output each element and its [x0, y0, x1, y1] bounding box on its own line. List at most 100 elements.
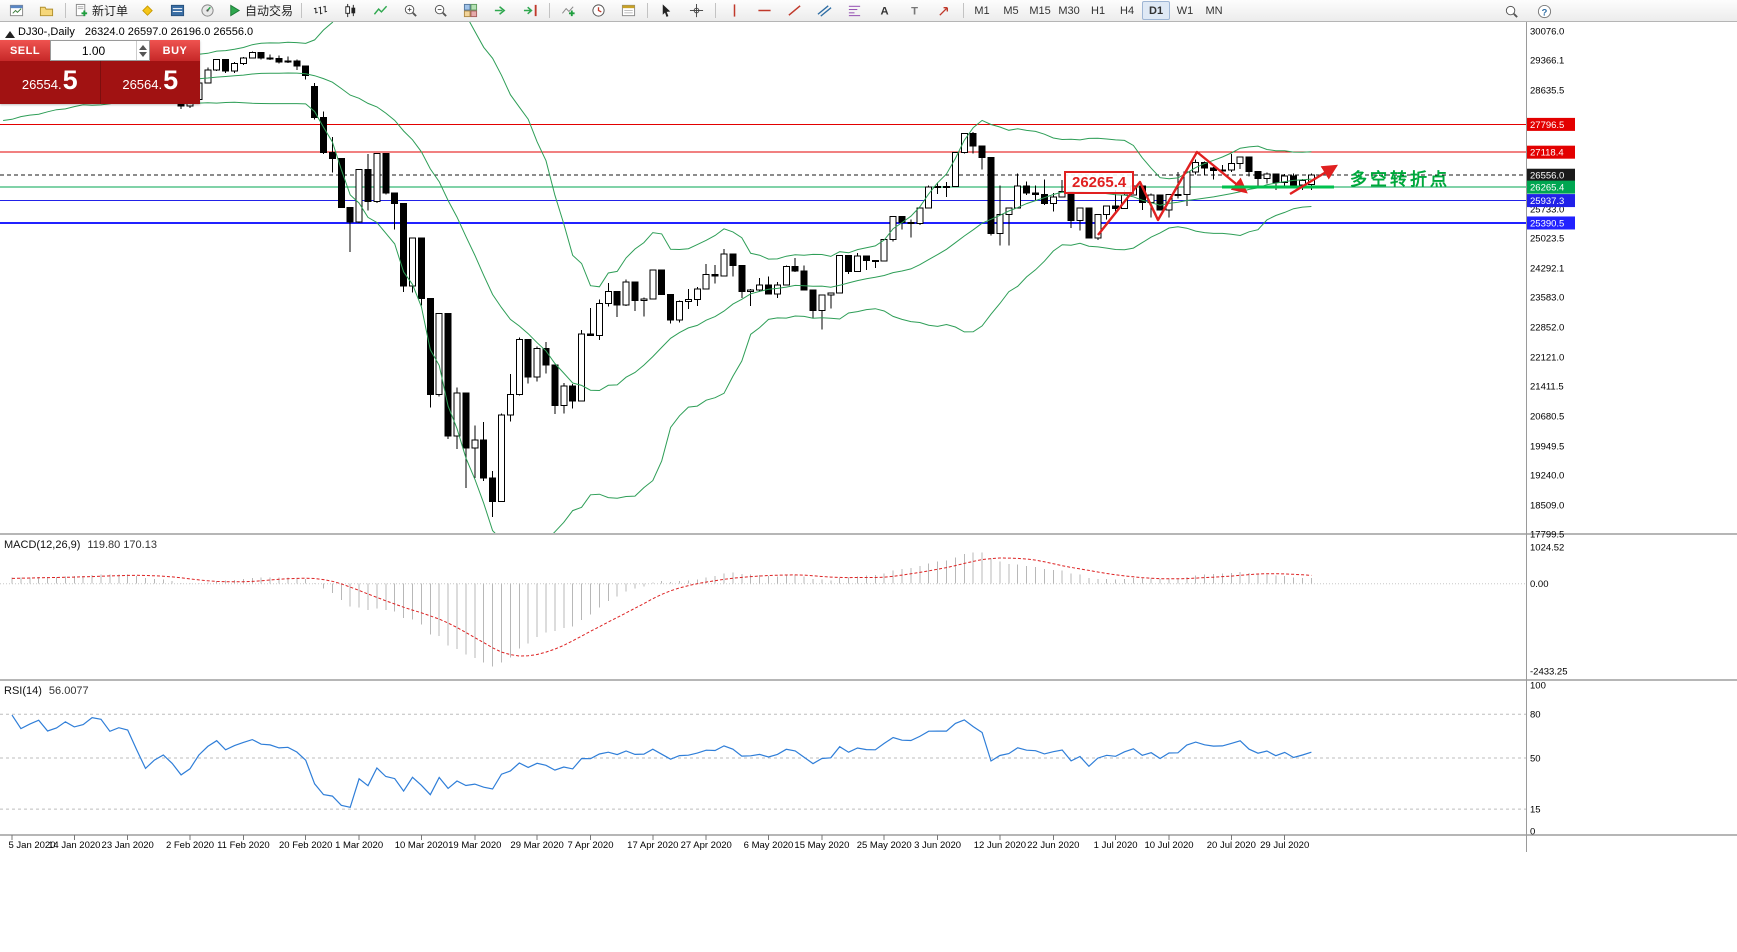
candle-down: [257, 52, 265, 59]
tf-m5-button[interactable]: M5: [1003, 4, 1019, 17]
candle-up: [1227, 163, 1235, 171]
horizontal-line-button[interactable]: [750, 0, 779, 21]
tile-windows-button[interactable]: [456, 0, 485, 21]
line-chart-button[interactable]: [366, 0, 395, 21]
candle-up: [1094, 213, 1102, 239]
macd-axis-label: 1024.52: [1530, 543, 1564, 554]
zigzag-trend-arrows[interactable]: [1097, 150, 1248, 236]
profiles-button[interactable]: [32, 0, 61, 21]
cursor-button[interactable]: [652, 0, 681, 21]
price-chart-canvas[interactable]: 30076.0 29366.1 28635.5 25733.0 25023.5 24292…: [0, 22, 1737, 952]
candle-up: [471, 439, 479, 449]
templates-icon: [621, 4, 636, 17]
tf-h1-button[interactable]: H1: [1091, 4, 1106, 17]
candle-down: [364, 168, 372, 202]
candle-down: [382, 152, 390, 194]
fibonacci-button[interactable]: [840, 0, 869, 21]
date-label: 2 Feb 2020: [166, 840, 214, 851]
crosshair-button[interactable]: [682, 0, 711, 21]
strategy-tester-button[interactable]: [193, 0, 222, 21]
tf-w1-button[interactable]: W1: [1176, 4, 1194, 17]
terminal-icon: [170, 4, 185, 17]
candle-up: [951, 152, 959, 188]
volume-value: 1.00: [81, 43, 106, 58]
buy-button[interactable]: BUY: [150, 40, 200, 61]
candlestick-chart-button[interactable]: [336, 0, 365, 21]
candle-down: [1254, 170, 1262, 180]
date-label: 20 Jul 2020: [1207, 840, 1256, 851]
one-click-collapse-icon[interactable]: [5, 31, 15, 38]
candle-up: [782, 265, 790, 286]
text-button[interactable]: A: [870, 0, 899, 21]
macd-header: MACD(12,26,9) 119.80 170.13: [4, 539, 157, 551]
zoom-in-button[interactable]: [396, 0, 425, 21]
candle-down: [809, 289, 817, 312]
panel-separator[interactable]: [0, 834, 1737, 836]
candle-up: [506, 394, 514, 416]
new-order-button[interactable]: 新订单: [70, 0, 132, 21]
volume-stepper[interactable]: [136, 41, 149, 60]
templates-button[interactable]: [614, 0, 643, 21]
tf-m1-button[interactable]: M1: [974, 4, 990, 17]
new-chart-button[interactable]: [2, 0, 31, 21]
panel-separator[interactable]: [0, 679, 1737, 681]
price-tag-26556.0: [1527, 168, 1575, 182]
chart-title: DJ30-,Daily 26324.0 26597.0 26196.0 2655…: [18, 26, 253, 38]
chart-shift-button[interactable]: [516, 0, 545, 21]
text-label-button[interactable]: T: [900, 0, 929, 21]
candle-down: [337, 158, 345, 208]
tf-m15-button[interactable]: M15: [1029, 4, 1051, 17]
tf-h4-button[interactable]: H4: [1120, 4, 1135, 17]
arrows-button[interactable]: [930, 0, 959, 21]
candle-down: [987, 156, 995, 235]
metaeditor-icon: [142, 5, 153, 16]
macd-axis-label: 0.00: [1530, 579, 1549, 590]
volume-down-icon[interactable]: [139, 51, 147, 57]
candle-up: [231, 63, 238, 72]
candle-up: [560, 385, 568, 406]
auto-scroll-button[interactable]: [486, 0, 515, 21]
candle-down: [631, 281, 639, 301]
trendline-button[interactable]: [780, 0, 809, 21]
candle-up: [595, 302, 603, 336]
search-button[interactable]: [1497, 1, 1526, 22]
panel-separator[interactable]: [0, 533, 1737, 535]
bar-chart-icon: [313, 5, 328, 15]
help-button[interactable]: ?: [1530, 1, 1559, 22]
zoom-out-icon: [434, 4, 447, 17]
vertical-line-button[interactable]: [720, 0, 749, 21]
terminal-button[interactable]: [163, 0, 192, 21]
date-label: 5 Jan 2020: [8, 840, 55, 851]
candlestick-chart-icon: [345, 3, 356, 18]
turning-point-label[interactable]: 多空转折点: [1350, 170, 1450, 189]
tf-m30-button[interactable]: M30: [1058, 4, 1080, 17]
tf-mn-button[interactable]: MN: [1205, 4, 1223, 17]
volume-input[interactable]: 1.00: [50, 40, 150, 61]
price-axis-label: 19240.0: [1530, 470, 1564, 481]
indicators-button[interactable]: [554, 0, 583, 21]
fibonacci-icon: [848, 5, 861, 17]
date-label: 23 Jan 2020: [102, 840, 154, 851]
price-annotation-box[interactable]: 26265.4: [1064, 171, 1135, 194]
date-label: 15 May 2020: [794, 840, 849, 851]
candle-down: [426, 297, 434, 396]
buy-price-display[interactable]: 26564. 5: [101, 61, 201, 104]
candle-down: [667, 293, 675, 321]
bar-chart-button[interactable]: [306, 0, 335, 21]
tf-d1-button[interactable]: D1: [1142, 1, 1171, 20]
sell-price-display[interactable]: 26554. 5: [0, 61, 100, 104]
channel-icon: [817, 5, 832, 17]
zoom-out-button[interactable]: [426, 0, 455, 21]
candle-down: [791, 265, 799, 272]
sell-button[interactable]: SELL: [0, 40, 50, 61]
periods-button[interactable]: [584, 0, 613, 21]
candle-down: [400, 203, 408, 287]
metaeditor-button[interactable]: [133, 0, 162, 21]
channel-button[interactable]: [810, 0, 839, 21]
candle-up: [204, 69, 212, 84]
candle-up: [1014, 185, 1022, 209]
breakout-arrow[interactable]: [1289, 164, 1338, 196]
candle-up: [693, 288, 701, 301]
autotrading-button[interactable]: 自动交易: [223, 0, 297, 21]
volume-up-icon[interactable]: [139, 44, 147, 50]
